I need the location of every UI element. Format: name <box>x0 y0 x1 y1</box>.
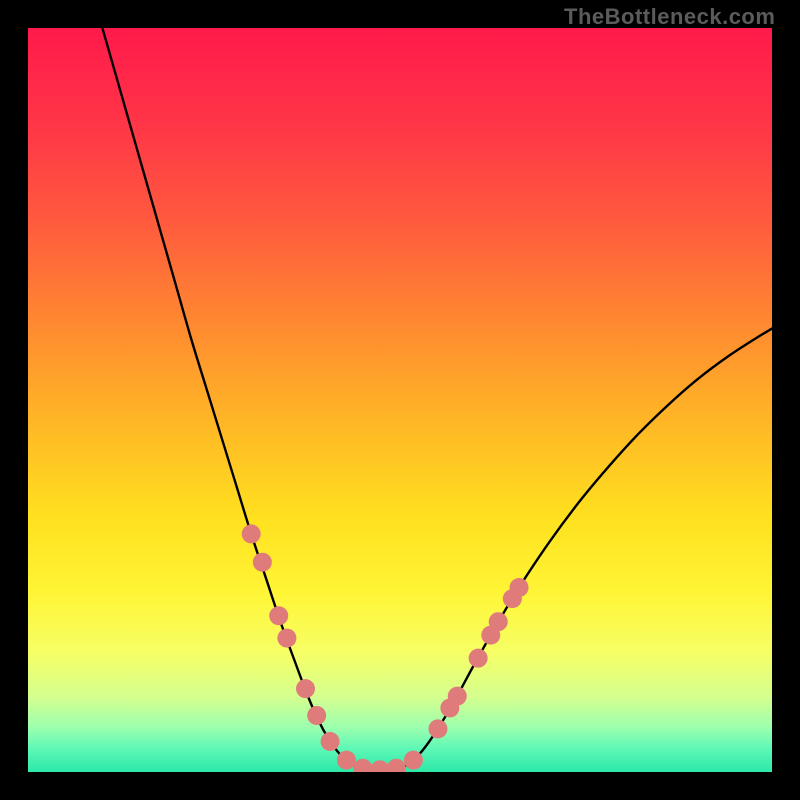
watermark-text: TheBottleneck.com <box>564 4 775 30</box>
data-marker <box>321 732 340 751</box>
bottleneck-chart <box>0 0 800 800</box>
data-marker <box>428 719 447 738</box>
data-marker <box>253 553 272 572</box>
data-marker <box>337 751 356 770</box>
data-marker <box>307 706 326 725</box>
chart-frame: TheBottleneck.com <box>0 0 800 800</box>
data-marker <box>242 524 261 543</box>
data-marker <box>448 687 467 706</box>
data-marker <box>489 612 508 631</box>
data-marker <box>296 679 315 698</box>
data-marker <box>510 578 529 597</box>
data-marker <box>269 606 288 625</box>
data-marker <box>404 751 423 770</box>
data-marker <box>277 629 296 648</box>
data-marker <box>469 649 488 668</box>
gradient-background <box>28 28 772 772</box>
